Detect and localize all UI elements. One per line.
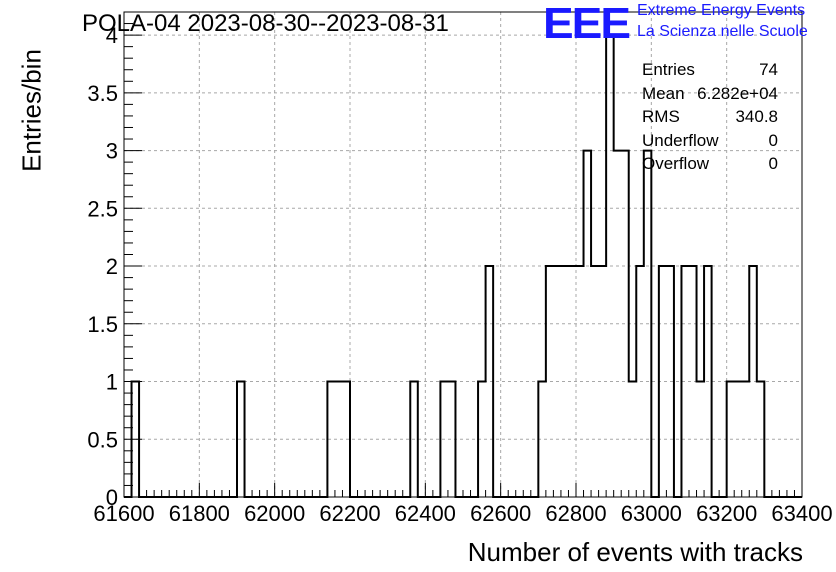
- histogram-bin: [681, 266, 689, 497]
- histogram-bin: [659, 266, 667, 497]
- x-tick-label: 61800: [169, 501, 230, 526]
- histogram-bin: [448, 382, 456, 497]
- histogram-bin: [629, 382, 637, 497]
- y-tick-label: 0.5: [87, 427, 118, 452]
- stats-key: RMS: [642, 107, 680, 126]
- stats-key: Mean: [642, 83, 685, 103]
- x-tick-label: 63200: [696, 501, 757, 526]
- x-tick-label: 62000: [244, 501, 305, 526]
- histogram-bin: [591, 266, 599, 497]
- logo-text-line2: La Scienza nelle Scuole: [637, 23, 808, 40]
- histogram-bin: [606, 35, 614, 497]
- histogram-bin: [757, 382, 765, 497]
- histogram-bin: [504, 382, 512, 497]
- y-tick-label: 3: [106, 139, 118, 164]
- histogram-bin: [749, 266, 757, 497]
- histogram-bin: [361, 382, 369, 497]
- histogram-bin: [271, 382, 279, 497]
- y-tick-label: 2.5: [87, 196, 118, 221]
- histogram-bin: [327, 382, 335, 497]
- stats-row-entries: Entries 74: [640, 58, 780, 82]
- stats-box: Entries 74 Mean 6.282e+04 RMS 340.8 Unde…: [640, 58, 780, 176]
- x-tick-label: 62400: [395, 501, 456, 526]
- histogram-bin: [440, 382, 448, 497]
- histogram-bin: [704, 266, 712, 497]
- y-tick-label: 1.5: [87, 312, 118, 337]
- histogram-bin: [568, 266, 576, 497]
- histogram-bin: [561, 266, 569, 497]
- y-tick-label: 2: [106, 254, 118, 279]
- histogram-bin: [538, 382, 546, 497]
- x-tick-label: 61600: [93, 501, 154, 526]
- eee-logo: EEE: [543, 0, 631, 48]
- x-tick-label: 62800: [545, 501, 606, 526]
- histogram-bin: [237, 382, 245, 497]
- histogram-bin: [584, 151, 592, 497]
- x-tick-label: 63000: [621, 501, 682, 526]
- histogram-bin: [478, 382, 486, 497]
- histogram-bin: [486, 266, 494, 497]
- stats-row-overflow: Overflow 0: [640, 152, 780, 176]
- y-axis-label: Entries/bin: [16, 49, 47, 172]
- histogram-bin: [636, 266, 644, 497]
- x-tick-label: 62600: [470, 501, 531, 526]
- x-tick-label: 63400: [771, 501, 832, 526]
- stats-value: 0: [768, 130, 778, 150]
- axes: [123, 11, 803, 498]
- y-tick-label: 1: [106, 370, 118, 395]
- histogram-bin: [410, 382, 418, 497]
- histogram-bin: [621, 151, 629, 497]
- histogram-bin: [599, 266, 607, 497]
- histogram-bin: [546, 266, 554, 497]
- histogram-bin: [742, 382, 750, 497]
- stats-row-underflow: Underflow 0: [640, 129, 780, 153]
- stats-value: 340.8: [735, 107, 778, 126]
- stats-row-rms: RMS 340.8: [640, 105, 780, 129]
- x-tick-label: 62200: [319, 501, 380, 526]
- stats-key: Entries: [642, 60, 695, 79]
- histogram-bin: [553, 266, 561, 497]
- histogram-bin: [384, 382, 392, 497]
- histogram-bin: [576, 266, 584, 497]
- y-tick-label: 4: [106, 23, 118, 48]
- logo-text-line1: Extreme Energy Events: [637, 2, 806, 19]
- stats-value: 0: [768, 154, 778, 173]
- histogram-bin: [342, 382, 350, 497]
- stats-value: 74: [759, 60, 778, 79]
- x-axis-label: Number of events with tracks: [467, 537, 803, 567]
- chart-title: POLA-04 2023-08-30--2023-08-31: [82, 10, 449, 37]
- histogram-bin: [727, 382, 735, 497]
- y-tick-label: 0: [106, 485, 118, 510]
- stats-key: Overflow: [642, 154, 710, 173]
- histogram-bin: [697, 382, 705, 497]
- y-tick-label: 3.5: [87, 81, 118, 106]
- histogram-bin: [689, 266, 697, 497]
- histogram-bin: [666, 266, 674, 497]
- tick-labels: 61600 61800 62000 62200 62400 62600 62800 63000…: [87, 23, 832, 526]
- stats-key: Underflow: [642, 130, 719, 150]
- stats-value: 6.282e+04: [697, 83, 778, 103]
- histogram-bin: [734, 382, 742, 497]
- stats-row-mean: Mean 6.282e+04: [640, 82, 780, 106]
- histogram-bin: [644, 151, 652, 497]
- histogram-bin: [614, 151, 622, 497]
- histogram-bin: [335, 382, 343, 497]
